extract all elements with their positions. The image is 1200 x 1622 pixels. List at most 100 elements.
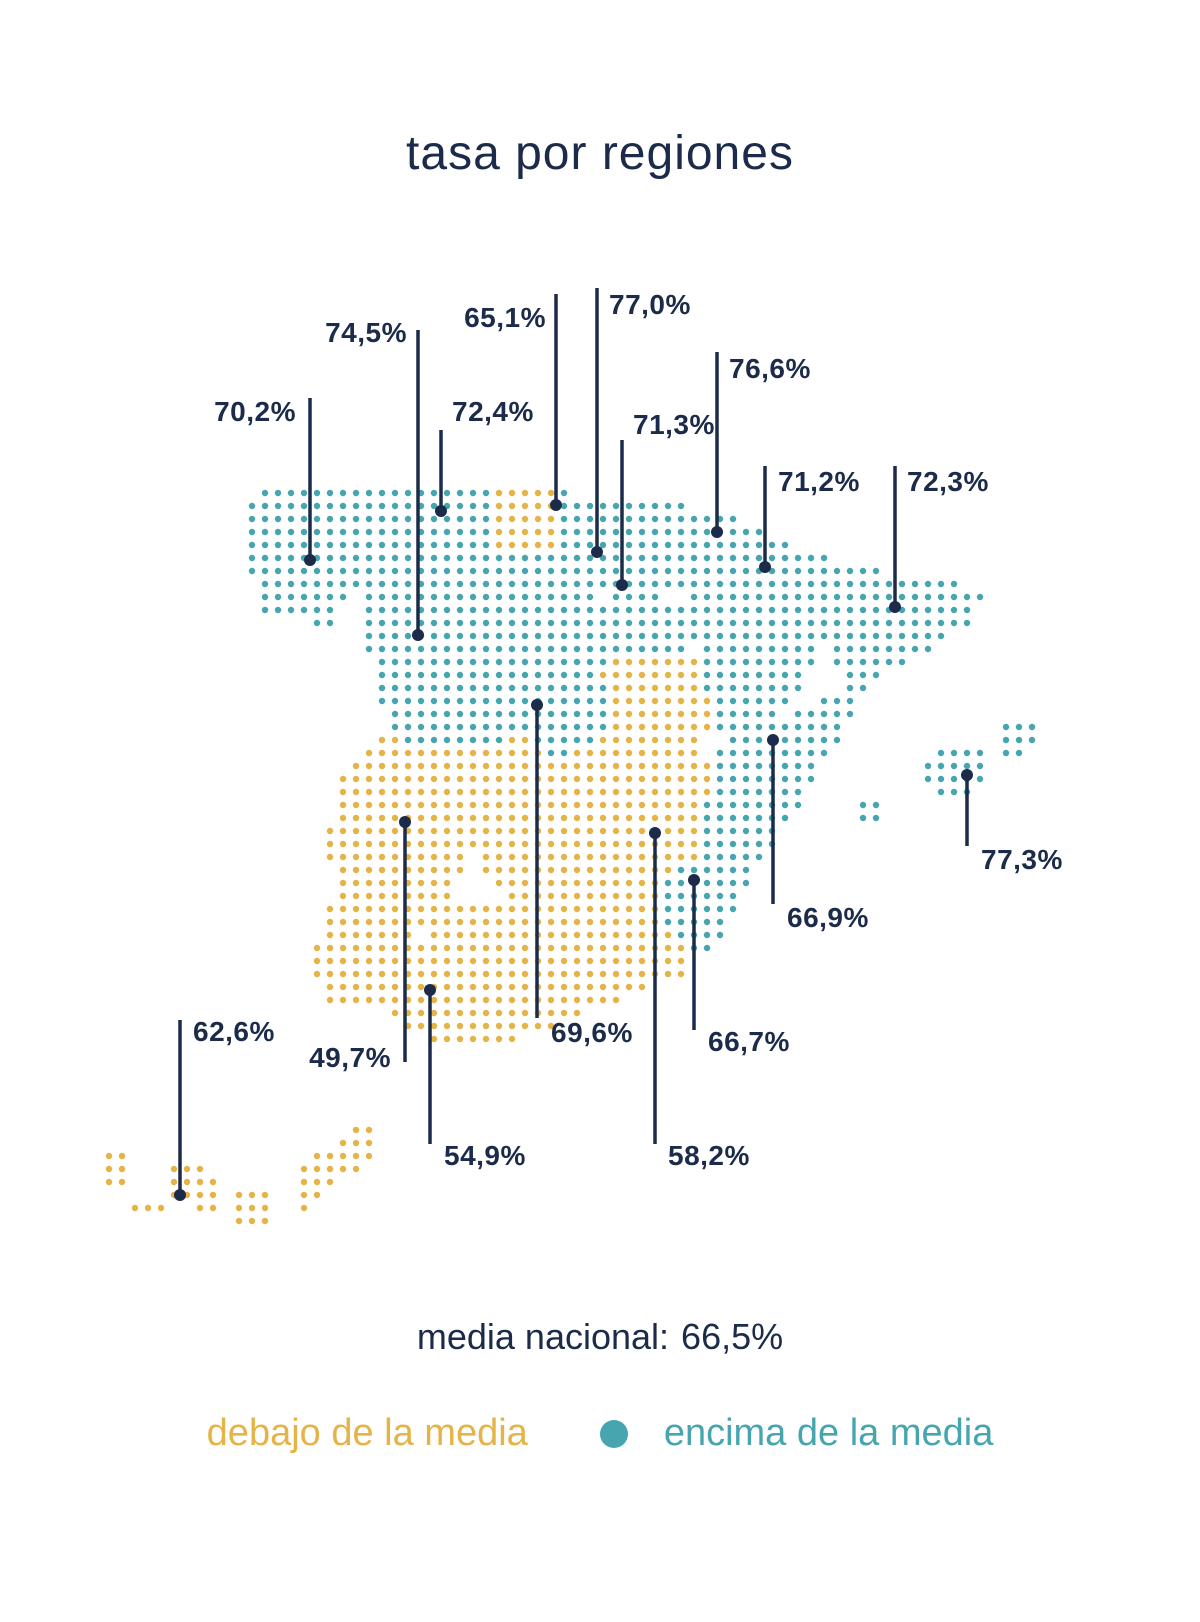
map-dot [664, 775, 672, 783]
map-dot [560, 541, 568, 549]
map-dot [599, 957, 607, 965]
map-dot [638, 827, 646, 835]
map-dot [729, 736, 737, 744]
map-dot [768, 554, 776, 562]
map-dot [469, 671, 477, 679]
map-dot [625, 697, 633, 705]
map-dot [599, 879, 607, 887]
map-dot [638, 567, 646, 575]
map-dot [417, 853, 425, 861]
map-dot [950, 788, 958, 796]
map-dot [521, 827, 529, 835]
map-dot [742, 814, 750, 822]
map-dot [469, 1022, 477, 1030]
map-dot [573, 658, 581, 666]
map-dot [612, 632, 620, 640]
map-dot [755, 658, 763, 666]
map-dot [690, 528, 698, 536]
map-dot [339, 1152, 347, 1160]
map-dot [196, 1165, 204, 1173]
map-dot [287, 554, 295, 562]
map-dot [703, 593, 711, 601]
map-dot [781, 814, 789, 822]
map-dot [469, 619, 477, 627]
map-dot [664, 879, 672, 887]
map-dot [326, 541, 334, 549]
map-dot [859, 684, 867, 692]
map-dot [248, 528, 256, 536]
map-dot [417, 918, 425, 926]
map-dot [521, 606, 529, 614]
map-dot [443, 853, 451, 861]
map-dot [508, 723, 516, 731]
map-dot [586, 866, 594, 874]
map-dot [560, 853, 568, 861]
map-dot [547, 918, 555, 926]
map-dot [469, 710, 477, 718]
map-dot [521, 580, 529, 588]
map-dot [300, 1191, 308, 1199]
map-dot [443, 710, 451, 718]
map-dot [742, 788, 750, 796]
map-dot [560, 697, 568, 705]
map-dot [612, 840, 620, 848]
map-dot [430, 1009, 438, 1017]
map-dot [547, 736, 555, 744]
map-dot [768, 619, 776, 627]
map-dot [495, 749, 503, 757]
map-dot [560, 580, 568, 588]
map-dot [625, 931, 633, 939]
map-dot [599, 619, 607, 627]
map-dot [768, 645, 776, 653]
map-dot [443, 515, 451, 523]
map-dot [508, 931, 516, 939]
map-dot [625, 554, 633, 562]
map-dot [430, 970, 438, 978]
legend-below-label: debajo de la media [206, 1412, 528, 1454]
map-dot [677, 814, 685, 822]
map-dot [521, 658, 529, 666]
map-dot [404, 502, 412, 510]
map-dot [495, 489, 503, 497]
map-dot [560, 944, 568, 952]
map-dot [391, 918, 399, 926]
map-dot [703, 697, 711, 705]
map-dot [716, 788, 724, 796]
map-dot [625, 606, 633, 614]
map-dot [599, 658, 607, 666]
map-dot [677, 931, 685, 939]
map-dot [521, 892, 529, 900]
map-dot [716, 905, 724, 913]
map-dot [456, 788, 464, 796]
map-dot [508, 736, 516, 744]
map-dot [833, 645, 841, 653]
map-dot [664, 866, 672, 874]
map-dot [391, 840, 399, 848]
map-dot [976, 775, 984, 783]
map-dot [638, 931, 646, 939]
map-dot [495, 840, 503, 848]
map-dot [196, 1204, 204, 1212]
map-dot [729, 671, 737, 679]
map-dot [625, 710, 633, 718]
map-dot [872, 814, 880, 822]
map-dot [820, 554, 828, 562]
map-dot [430, 866, 438, 874]
map-dot [703, 554, 711, 562]
map-dot [430, 645, 438, 653]
map-dot [261, 502, 269, 510]
map-dot [456, 1035, 464, 1043]
map-dot [456, 866, 464, 874]
map-dot [482, 541, 490, 549]
map-dot [534, 593, 542, 601]
map-dot [508, 983, 516, 991]
map-dot [339, 879, 347, 887]
map-dot [859, 801, 867, 809]
map-dot [482, 554, 490, 562]
map-dot [339, 567, 347, 575]
map-dot [755, 580, 763, 588]
map-dot [807, 749, 815, 757]
map-dot [716, 866, 724, 874]
map-dot [378, 528, 386, 536]
map-dot [612, 541, 620, 549]
